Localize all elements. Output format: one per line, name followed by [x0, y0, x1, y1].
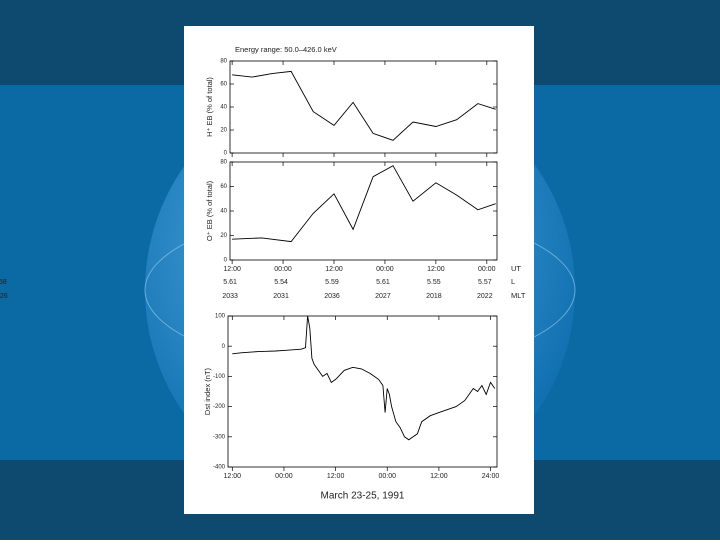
y-axis-label: O⁺ EB (% of total): [205, 180, 214, 241]
y-axis-label: H⁺ EB (% of total): [205, 77, 214, 137]
y-tick-label: 0: [222, 344, 226, 350]
y-tick-label: 100: [215, 314, 226, 320]
y-tick-label: 60: [220, 184, 227, 190]
x-tick-label: 12:00: [223, 266, 241, 273]
row-value: 2031: [273, 293, 289, 300]
y-tick-label: 40: [220, 209, 227, 215]
y-axis-label: Dst index (nT): [203, 367, 212, 415]
subtitle: Energy range: 50.0–426.0 keV: [235, 45, 337, 54]
x-tick-label: 00:00: [478, 266, 496, 273]
row-value: 2026: [0, 293, 8, 300]
row-value: 5.58: [0, 279, 7, 286]
x-tick-label: 00:00: [274, 266, 292, 273]
row-value: 5.54: [274, 279, 288, 286]
y-tick-label: 20: [220, 233, 227, 239]
row-value: 5.57: [478, 279, 492, 286]
row-value: 5.59: [325, 279, 339, 286]
row-value: 5.61: [376, 279, 390, 286]
x-tick-label: 00:00: [378, 473, 396, 480]
row-value: 2027: [375, 293, 391, 300]
y-tick-label: -400: [213, 465, 226, 471]
plot-frame: [227, 315, 498, 468]
row-label: MLT: [511, 291, 526, 300]
y-tick-label: -300: [213, 434, 226, 440]
y-tick-label: 0: [224, 151, 228, 157]
x-tick-label: 24:00: [482, 473, 500, 480]
data-line: [232, 70, 496, 141]
y-tick-label: 60: [220, 82, 227, 88]
y-tick-label: 0: [224, 258, 228, 264]
x-tick-label: 12:00: [427, 266, 445, 273]
row-value: 2033: [222, 293, 238, 300]
y-tick-label: 40: [220, 105, 227, 111]
figure-panel: [184, 26, 534, 514]
row-value: 2036: [324, 293, 340, 300]
x-tick-label: 12:00: [224, 473, 242, 480]
row-label: UT: [511, 264, 521, 273]
y-tick-label: 20: [220, 128, 227, 134]
x-tick-label: 12:00: [325, 266, 343, 273]
y-tick-label: -200: [213, 404, 226, 410]
x-tick-label: 12:00: [327, 473, 345, 480]
data-line: [232, 165, 496, 243]
x-tick-label: 00:00: [275, 473, 293, 480]
caption: March 23-25, 1991: [321, 491, 405, 502]
row-label: L: [511, 277, 515, 286]
row-value: 5.61: [223, 279, 237, 286]
data-line: [232, 315, 496, 441]
row-value: 5.55: [427, 279, 441, 286]
y-tick-label: -100: [213, 374, 226, 380]
row-value: 2018: [426, 293, 442, 300]
y-tick-label: 80: [220, 160, 227, 166]
x-tick-label: 12:00: [430, 473, 448, 480]
x-tick-label: 00:00: [376, 266, 394, 273]
y-tick-label: 80: [220, 59, 227, 65]
row-value: 2022: [477, 293, 493, 300]
